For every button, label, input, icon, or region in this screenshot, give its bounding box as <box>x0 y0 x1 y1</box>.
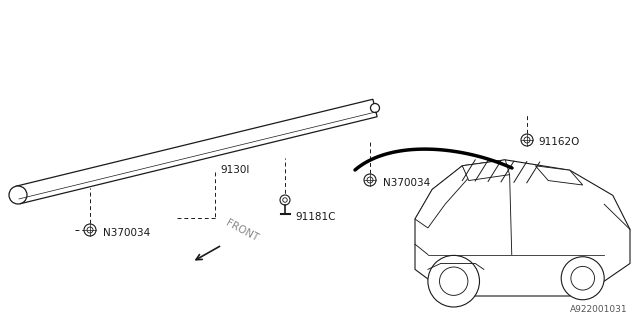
Circle shape <box>440 267 468 295</box>
Text: A922001031: A922001031 <box>570 305 628 314</box>
Text: N370034: N370034 <box>103 228 150 238</box>
Text: 91181C: 91181C <box>295 212 335 222</box>
Polygon shape <box>536 166 582 185</box>
Circle shape <box>571 267 595 290</box>
Polygon shape <box>415 160 630 296</box>
Polygon shape <box>462 160 509 180</box>
Circle shape <box>521 134 533 146</box>
Polygon shape <box>16 99 377 204</box>
Circle shape <box>371 103 380 113</box>
Circle shape <box>524 137 530 143</box>
Text: 9130l: 9130l <box>220 165 250 175</box>
Text: FRONT: FRONT <box>224 218 260 243</box>
Circle shape <box>9 186 27 204</box>
Circle shape <box>84 224 96 236</box>
Circle shape <box>561 257 604 300</box>
Circle shape <box>428 255 479 307</box>
Circle shape <box>283 198 287 202</box>
Circle shape <box>280 195 290 205</box>
Circle shape <box>364 174 376 186</box>
Circle shape <box>87 227 93 233</box>
Text: N370034: N370034 <box>383 178 430 188</box>
Circle shape <box>367 177 373 183</box>
Polygon shape <box>415 166 468 228</box>
Text: 91162O: 91162O <box>538 137 579 147</box>
